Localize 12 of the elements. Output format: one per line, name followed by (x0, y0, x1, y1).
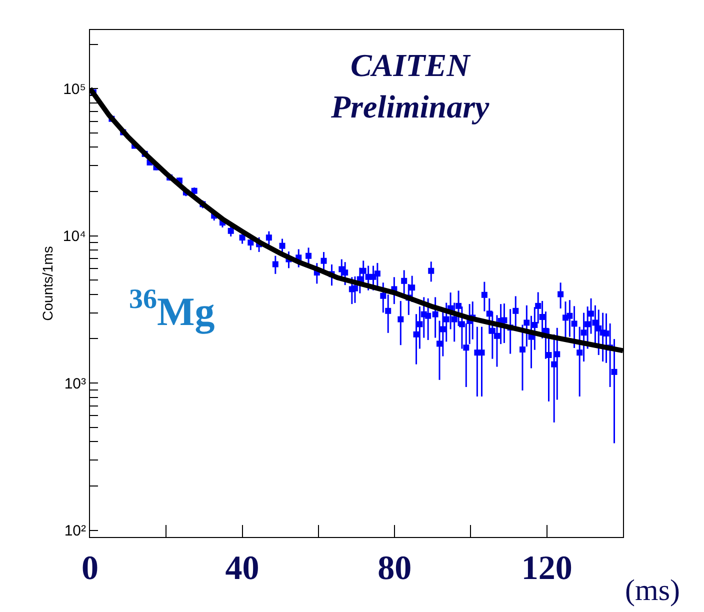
x-tick-label: 120 (521, 550, 572, 587)
annotation: $^{36}$Mg (129, 284, 215, 334)
annotation: CAITEN Preliminary (330, 47, 490, 125)
x-tick-label: 0 (82, 550, 98, 587)
y-tick-label: 10² (64, 522, 86, 540)
y-axis-title: Counts/1ms (39, 246, 56, 321)
y-tick-label: 10³ (64, 375, 86, 392)
y-tick-label: 10⁴ (62, 228, 86, 246)
x-tick-label: 80 (378, 550, 412, 587)
x-axis-title: (ms) (625, 574, 680, 607)
x-tick-label: 40 (225, 550, 260, 587)
y-tick-label: 10⁵ (63, 80, 86, 98)
